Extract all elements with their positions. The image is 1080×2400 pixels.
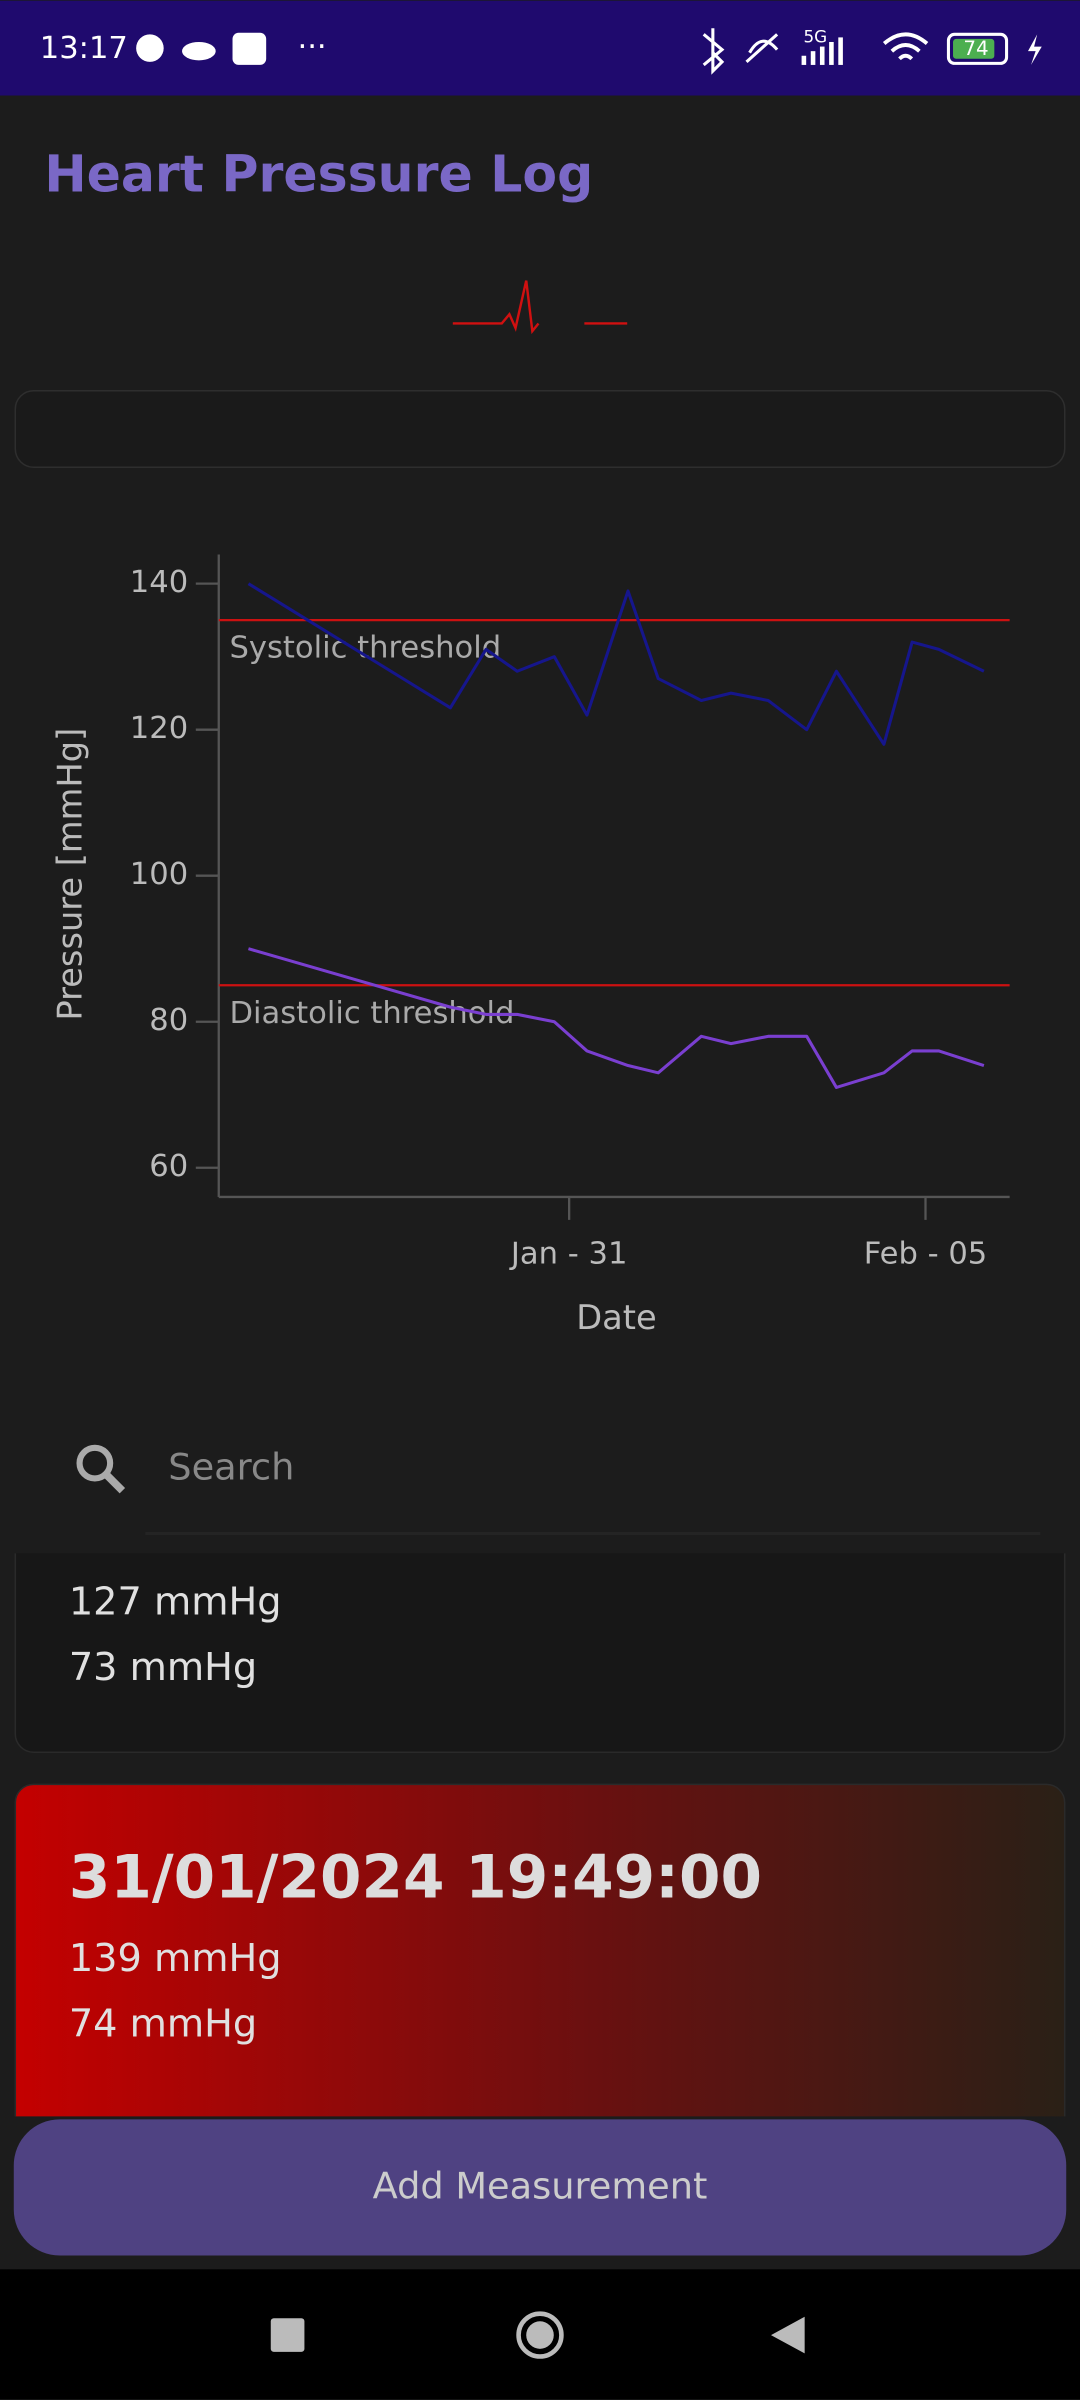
mute-icon bbox=[745, 33, 779, 64]
x-tick-label: Jan - 31 bbox=[509, 1237, 628, 1272]
button-bg bbox=[13, 2119, 1067, 2256]
signal-icon bbox=[801, 37, 843, 65]
threshold-label: Diastolic threshold bbox=[229, 996, 514, 1031]
search-field[interactable]: Search bbox=[76, 1444, 1041, 1536]
y-tick-label: 60 bbox=[149, 1149, 188, 1184]
add-button[interactable]: Add Measurement bbox=[13, 2119, 1067, 2256]
status-icon bbox=[232, 32, 267, 65]
battery-label: 74 bbox=[963, 37, 988, 60]
status-icon bbox=[182, 41, 216, 61]
card-bg bbox=[14, 1783, 1066, 2117]
card-systolic: 139 mmHg bbox=[69, 1937, 282, 1981]
status-time: 13:17 bbox=[40, 31, 128, 66]
card-date: 31/01/2024 19:49:00 bbox=[69, 1843, 762, 1912]
y-tick-label: 120 bbox=[130, 711, 188, 746]
nav-home-dot bbox=[526, 2321, 554, 2349]
card-bg bbox=[14, 1553, 1066, 1753]
heart-icon bbox=[452, 280, 540, 335]
threshold-label: Systolic threshold bbox=[229, 631, 501, 666]
x-axis-label: Date bbox=[576, 1298, 656, 1337]
measurement-card[interactable]: 127 mmHg 73 mmHg bbox=[14, 1515, 1066, 1753]
x-tick-label: Feb - 05 bbox=[864, 1237, 988, 1272]
nav-back[interactable] bbox=[770, 2316, 805, 2354]
nav-home[interactable] bbox=[516, 2311, 564, 2359]
app-title: Heart Pressure Log bbox=[44, 145, 593, 204]
chart: Pressure [mmHg] Date 60 80 100 120 140 Jan - … bbox=[50, 554, 1010, 1337]
network-label: 5G bbox=[803, 26, 827, 46]
status-more: ··· bbox=[297, 30, 326, 65]
nav-bar bbox=[0, 2269, 1080, 2400]
y-tick-label: 80 bbox=[149, 1003, 188, 1038]
wifi-icon bbox=[882, 32, 929, 61]
card-diastolic: 73 mmHg bbox=[69, 1646, 257, 1690]
bluetooth-icon bbox=[702, 28, 725, 75]
nav-recents[interactable] bbox=[270, 2318, 305, 2352]
button-label: Add Measurement bbox=[373, 2165, 708, 2208]
search-icon bbox=[76, 1444, 114, 1482]
status-icon bbox=[136, 34, 164, 62]
card-systolic: 127 mmHg bbox=[69, 1580, 282, 1624]
charging-icon bbox=[1027, 34, 1042, 65]
measurement-list: 127 mmHg 73 mmHg 31/01/2024 19:49:00 139… bbox=[14, 1515, 1066, 2136]
search-placeholder: Search bbox=[168, 1446, 294, 1489]
battery-level bbox=[953, 38, 995, 59]
y-tick-label: 100 bbox=[130, 857, 188, 892]
battery-frame bbox=[946, 32, 1009, 65]
y-axis-label: Pressure [mmHg] bbox=[50, 728, 89, 1021]
series-line bbox=[247, 582, 985, 746]
y-tick-label: 140 bbox=[130, 565, 188, 600]
status-bar: 13:17 ··· 5G 74 bbox=[0, 0, 1080, 96]
empty-panel bbox=[14, 390, 1066, 469]
search-icon bbox=[102, 1471, 126, 1494]
series-line bbox=[248, 947, 985, 1089]
measurement-card[interactable]: 31/01/2024 19:49:00 139 mmHg 74 mmHg bbox=[14, 1783, 1066, 2136]
card-diastolic: 74 mmHg bbox=[69, 2003, 257, 2047]
